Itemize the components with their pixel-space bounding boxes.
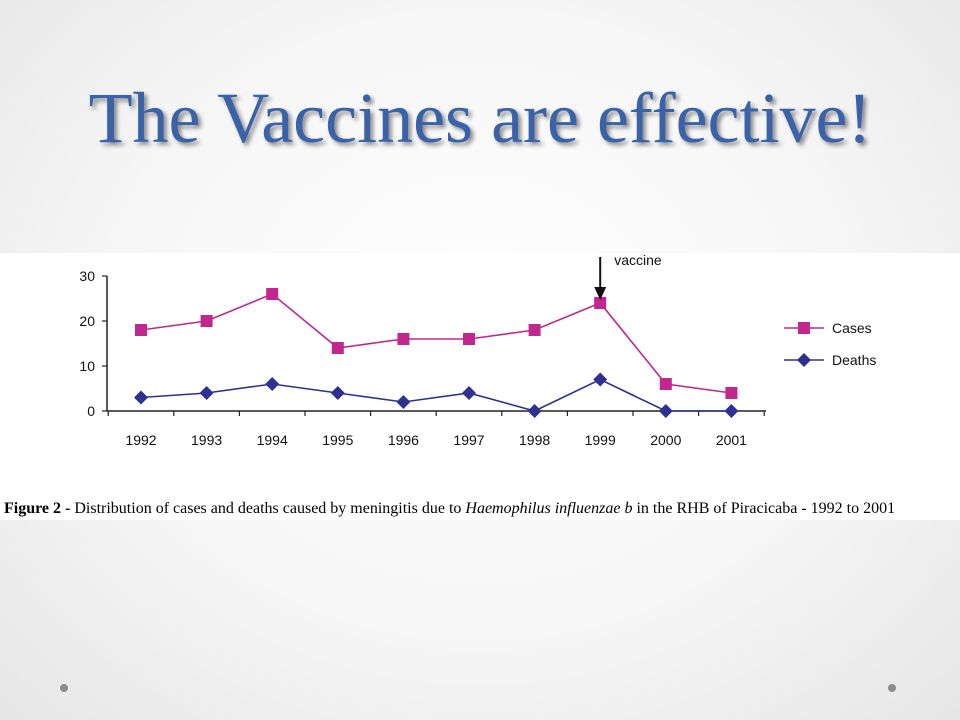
y-tick-label: 0: [87, 403, 95, 419]
data-point-cases: [594, 297, 607, 309]
annotation-label: vaccine: [614, 253, 662, 268]
data-point-cases: [659, 378, 672, 390]
data-point-deaths: [724, 404, 739, 418]
x-tick-label: 1998: [519, 432, 550, 448]
x-tick-label: 2000: [650, 432, 681, 448]
x-tick-label: 1997: [453, 432, 484, 448]
series-line-deaths: [140, 378, 732, 412]
data-point-deaths: [593, 372, 608, 387]
data-point-deaths: [199, 386, 214, 400]
data-point-cases: [725, 387, 738, 399]
data-point-cases: [463, 333, 475, 345]
line-chart: 0 10 20 30 1992 1993 1994 1995 1996 1997 1998 1999 2…: [79, 253, 876, 448]
figure-caption: Figure 2 - Distribution of cases and dea…: [4, 500, 960, 518]
x-tick-label: 2001: [716, 432, 747, 448]
data-point-cases: [397, 333, 410, 345]
annotation-arrow-head: [594, 287, 607, 300]
caption-species: Haemophilus influenzae b: [465, 500, 633, 517]
y-tick-label: 10: [79, 358, 95, 374]
data-point-cases: [200, 315, 213, 327]
legend-label-cases: Cases: [832, 320, 872, 336]
data-point-deaths: [396, 395, 411, 409]
caption-label: Figure 2 -: [4, 500, 71, 517]
series-line-cases: [140, 293, 732, 394]
decorative-dot-right: [888, 684, 896, 692]
data-point-deaths: [658, 404, 673, 418]
legend-marker-deaths: [797, 353, 811, 367]
x-tick-label: 1993: [191, 432, 222, 448]
data-point-deaths: [330, 386, 345, 400]
data-point-cases: [266, 288, 279, 300]
data-point-deaths: [462, 386, 476, 400]
y-tick-label: 30: [79, 268, 95, 284]
decorative-dot-left: [60, 684, 68, 692]
data-point-deaths: [265, 377, 280, 391]
caption-text-after: in the RHB of Piracicaba - 1992 to 2001: [632, 500, 896, 517]
data-point-cases: [528, 324, 541, 336]
legend-marker-cases: [798, 322, 810, 334]
y-tick-label: 20: [79, 313, 95, 329]
x-tick-label: 1999: [585, 432, 616, 448]
data-point-cases: [331, 342, 344, 354]
figure-panel: 0 10 20 30 1992 1993 1994 1995 1996 1997 1998 1999 2…: [0, 253, 960, 520]
data-point-cases: [135, 324, 147, 336]
caption-text-before: Distribution of cases and deaths caused …: [70, 500, 466, 517]
data-point-deaths: [527, 404, 542, 418]
legend-label-deaths: Deaths: [832, 352, 876, 368]
data-point-deaths: [134, 390, 148, 405]
x-tick-label: 1995: [322, 432, 353, 448]
x-tick-label: 1994: [257, 432, 288, 448]
x-tick-label: 1992: [125, 432, 156, 448]
slide-title: The Vaccines are effective!: [88, 78, 872, 158]
x-tick-label: 1996: [388, 432, 419, 448]
